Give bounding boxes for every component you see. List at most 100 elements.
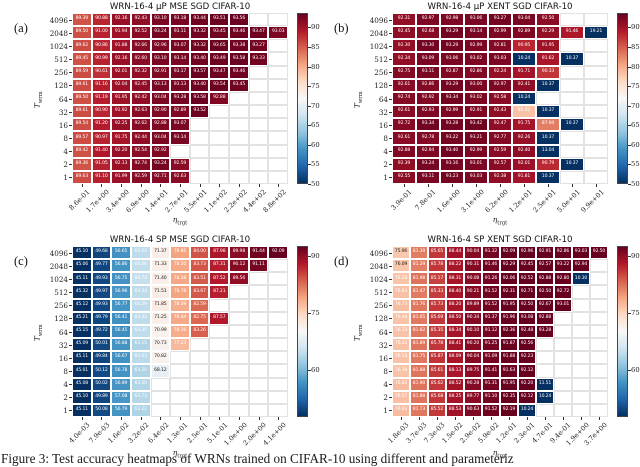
y-tick-label: 256 <box>374 68 388 78</box>
heatmap-cell: 92.99 <box>488 26 512 40</box>
heatmap-cell: 91.19 <box>91 91 112 106</box>
heatmap-cell-value: 92.50 <box>538 288 552 294</box>
x-tick-mark <box>101 417 103 420</box>
y-tick-mark <box>389 177 392 179</box>
heatmap-cell: 76.83 <box>392 403 410 417</box>
heatmap-cell-value: 49.93 <box>95 275 108 281</box>
heatmap-cell: 89.56 <box>229 272 249 286</box>
heatmap-cell-value: 49.89 <box>95 393 108 399</box>
heatmap-cell: 10.37 <box>536 170 560 184</box>
heatmap-cell: 49.77 <box>91 259 112 273</box>
heatmap-cell-value: 45.10 <box>75 393 89 399</box>
heatmap-cell-value: 89.77 <box>466 393 480 399</box>
heatmap-cell-value: 64.74 <box>134 275 148 281</box>
heatmap-cell-empty <box>189 364 210 378</box>
heatmap-cell: 93.23 <box>440 170 464 184</box>
heatmap-cell-value: 92.42 <box>134 95 148 101</box>
heatmap-cell: 85.68 <box>428 390 446 404</box>
colorbar <box>297 246 308 417</box>
heatmap-cell: 93.04 <box>512 13 536 27</box>
heatmap-cell-empty <box>229 298 249 312</box>
heatmap-cell: 92.13 <box>111 157 131 171</box>
y-tick-label: 8 <box>383 366 388 376</box>
heatmap-cell-empty <box>248 351 269 365</box>
heatmap-cell: 93.46 <box>229 26 249 40</box>
heatmap-cell-value: 84.00 <box>193 249 206 255</box>
y-tick-label: 1 <box>383 406 388 416</box>
heatmap-cell-value: 92.06 <box>502 275 516 281</box>
heatmap-cell: 91.37 <box>482 311 500 325</box>
heatmap-cell: 92.56 <box>518 338 536 352</box>
heatmap-cell-value: 93.13 <box>173 82 187 88</box>
heatmap-cell-empty <box>248 65 269 79</box>
heatmap-cell-value: 89.61 <box>75 108 89 114</box>
heatmap-cell-empty <box>572 364 590 378</box>
y-tick-label: 2 <box>63 393 68 403</box>
y-tick-mark <box>389 59 392 60</box>
heatmap-cell-value: 45.21 <box>75 315 89 321</box>
heatmap-cell: 92.75 <box>392 65 416 79</box>
x-tick-label: 2.5e-01 <box>185 421 210 445</box>
heatmap-cell-value: 92.35 <box>502 393 516 399</box>
heatmap-cell: 91.87 <box>500 338 518 352</box>
heatmap-cell-value: 93.11 <box>421 174 435 180</box>
x-tick-mark <box>476 184 477 187</box>
heatmap-cell: 89.45 <box>72 52 92 66</box>
heatmap-cell-value: 85.68 <box>430 393 444 399</box>
y-tick-label: 4096 <box>49 248 68 258</box>
heatmap-cell: 92.16 <box>111 52 131 66</box>
y-tick-label: 64 <box>58 327 68 337</box>
y-tick-label: 1024 <box>369 41 388 51</box>
heatmap-cell: 93.01 <box>554 298 572 312</box>
heatmap-cell-value: 88.40 <box>448 288 462 294</box>
y-tick-mark <box>389 111 392 113</box>
heatmap-cell-empty <box>584 39 608 53</box>
heatmap-cell: 93.29 <box>440 39 464 53</box>
heatmap-cell: 10.37 <box>536 78 560 92</box>
heatmap-cell-value: 91.81 <box>517 174 531 180</box>
heatmap-cell: 90.10 <box>464 324 482 339</box>
heatmap-cell-value: 83.26 <box>193 328 206 334</box>
heatmap-cell-empty <box>590 390 608 404</box>
heatmap-cell: 56.67 <box>111 351 131 365</box>
heatmap-cell-value: 93.04 <box>517 16 531 22</box>
heatmap-cell: 92.99 <box>464 39 488 53</box>
heatmap-cell-value: 91.16 <box>95 82 108 88</box>
heatmap-cell-value: 93.03 <box>469 174 483 180</box>
heatmap-cell-value: 49.68 <box>95 249 108 255</box>
heatmap-cell-value: 92.58 <box>493 95 507 101</box>
heatmap-cell: 93.03 <box>572 246 590 260</box>
heatmap-cell: 93.07 <box>170 39 190 53</box>
heatmap-cell-empty <box>584 52 608 66</box>
heatmap-cell-value: 68.12 <box>154 367 167 373</box>
heatmap-cell: 93.29 <box>440 78 464 92</box>
heatmap-cell: 45.01 <box>72 364 92 378</box>
heatmap-cell-value: 92.16 <box>114 16 128 22</box>
heatmap-cell-empty <box>248 403 269 417</box>
heatmap-cell-empty <box>572 324 590 339</box>
y-tick-mark <box>69 72 72 73</box>
heatmap-cell-value: 10.24 <box>517 95 531 101</box>
heatmap-cell: 87.94 <box>536 118 560 132</box>
y-tick-mark <box>69 384 72 385</box>
heatmap-cell-empty <box>209 338 230 352</box>
heatmap-cell: 91.40 <box>91 144 112 158</box>
x-tick-mark <box>563 417 564 420</box>
heatmap-cell-empty <box>268 311 288 325</box>
y-tick-mark <box>69 252 72 254</box>
heatmap-cell: 45.08 <box>72 377 92 391</box>
heatmap-cell: 10.37 <box>560 157 584 171</box>
heatmap-cell-empty <box>248 324 269 339</box>
heatmap-cell-value: 90.31 <box>466 262 480 268</box>
heatmap-cell-empty <box>248 91 269 106</box>
heatmap-cell-value: 87.52 <box>213 275 226 281</box>
heatmap-cell: 87.57 <box>209 311 230 325</box>
heatmap-cell-value: 92.50 <box>592 249 606 255</box>
heatmap-cell: 93.44 <box>189 13 210 27</box>
heatmap-cell: 92.36 <box>500 324 518 339</box>
heatmap-cell: 93.07 <box>170 118 190 132</box>
x-tick-label: 1.2e+01 <box>507 188 534 215</box>
heatmap-cell: 90.04 <box>464 246 482 260</box>
heatmap-cell: 92.29 <box>536 26 560 40</box>
heatmap-cell-value: 91.00 <box>95 29 108 35</box>
